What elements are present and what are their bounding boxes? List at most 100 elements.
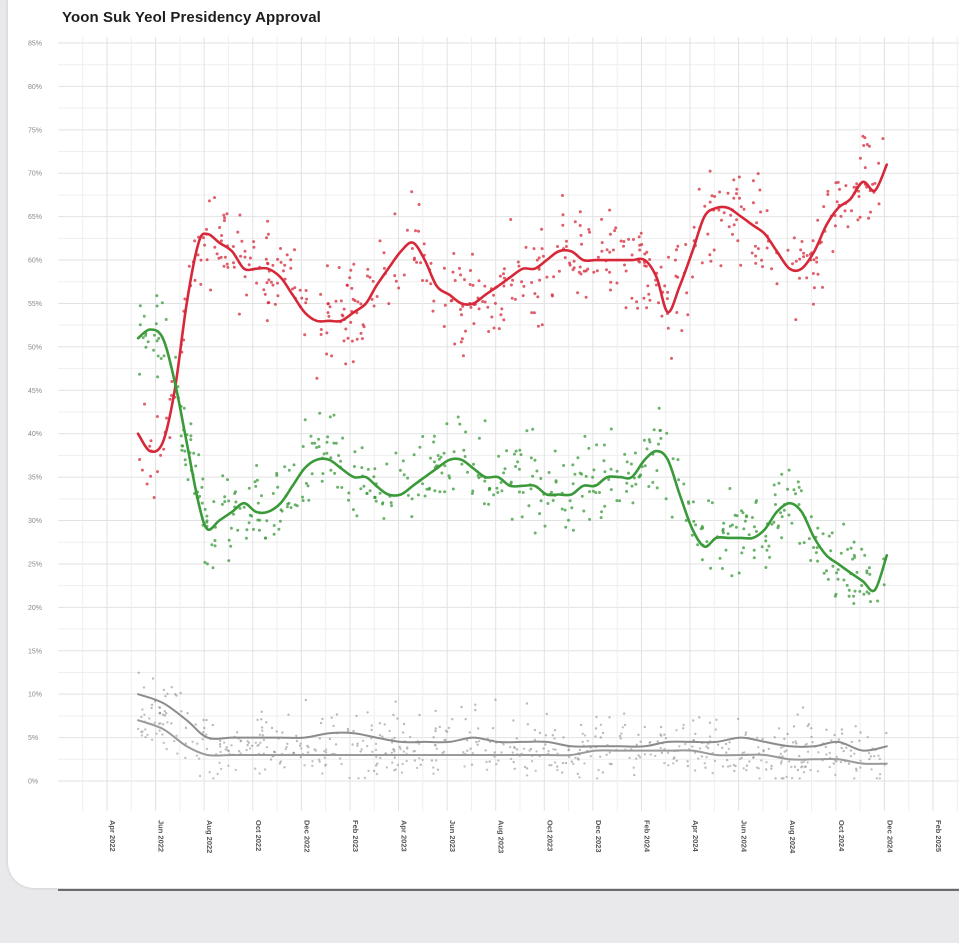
poll-point <box>868 757 871 761</box>
poll-point <box>783 737 786 741</box>
poll-point <box>587 228 591 231</box>
poll-point <box>344 362 348 366</box>
poll-point <box>168 397 172 401</box>
poll-point <box>162 741 165 745</box>
poll-point <box>317 437 321 441</box>
poll-point <box>227 749 230 753</box>
poll-point <box>476 474 480 477</box>
poll-point <box>550 764 553 767</box>
poll-point <box>285 505 289 509</box>
poll-point <box>168 436 172 440</box>
poll-point <box>732 763 736 767</box>
poll-point <box>603 504 607 508</box>
poll-point <box>141 708 144 711</box>
poll-point <box>710 194 714 198</box>
poll-point <box>777 481 781 485</box>
poll-point <box>824 745 827 749</box>
poll-point <box>852 540 856 544</box>
poll-point <box>374 499 378 503</box>
poll-point <box>630 296 634 300</box>
poll-point <box>372 304 376 308</box>
poll-point <box>471 489 475 493</box>
poll-point <box>594 735 597 738</box>
poll-point <box>265 721 268 724</box>
poll-point <box>707 499 711 503</box>
poll-point <box>138 372 142 376</box>
poll-point <box>614 226 618 230</box>
poll-point <box>390 504 393 508</box>
poll-point <box>236 528 240 532</box>
poll-point <box>359 750 362 753</box>
poll-point <box>639 473 643 477</box>
poll-point <box>565 239 568 243</box>
poll-point <box>659 265 663 269</box>
poll-point <box>578 265 582 269</box>
poll-point <box>735 192 738 196</box>
poll-point <box>248 513 252 517</box>
poll-point <box>355 514 359 518</box>
poll-point <box>705 745 708 748</box>
poll-point <box>351 360 355 364</box>
poll-point <box>509 218 513 221</box>
poll-point <box>432 440 436 444</box>
poll-point <box>755 499 758 503</box>
poll-point <box>855 182 859 186</box>
poll-point <box>540 323 544 327</box>
poll-point <box>809 515 813 519</box>
poll-point <box>273 751 277 754</box>
poll-point-group <box>137 706 882 780</box>
poll-point <box>209 288 213 292</box>
poll-point <box>863 166 867 170</box>
poll-point <box>553 737 556 740</box>
poll-point <box>720 218 723 222</box>
poll-point <box>821 532 825 536</box>
poll-point <box>183 297 187 301</box>
poll-point <box>326 435 330 439</box>
poll-point <box>484 749 487 752</box>
poll-point <box>402 273 406 277</box>
poll-point <box>556 765 559 768</box>
poll-point <box>842 522 846 526</box>
poll-point <box>442 451 446 455</box>
poll-point <box>247 521 251 525</box>
poll-point <box>773 736 776 739</box>
poll-point <box>625 460 629 464</box>
poll-point <box>434 729 437 733</box>
poll-point <box>370 728 373 732</box>
poll-point <box>812 546 816 549</box>
poll-point <box>684 519 688 522</box>
poll-point <box>327 314 331 318</box>
poll-point <box>856 218 860 222</box>
poll-point <box>792 236 796 240</box>
poll-point <box>260 726 264 729</box>
poll-point <box>375 755 378 759</box>
poll-point <box>159 453 163 457</box>
poll-point <box>557 269 561 273</box>
poll-point <box>231 245 235 248</box>
poll-point <box>643 725 646 729</box>
poll-point <box>385 462 389 466</box>
poll-point <box>156 375 160 379</box>
poll-point <box>487 488 491 492</box>
poll-point <box>194 464 198 468</box>
poll-point <box>142 314 146 318</box>
poll-point <box>429 282 433 286</box>
poll-point <box>205 514 209 518</box>
poll-point <box>254 767 257 770</box>
poll-point <box>325 331 329 335</box>
poll-point <box>825 753 828 756</box>
poll-point <box>844 184 848 188</box>
poll-point <box>216 772 219 776</box>
poll-point <box>821 285 824 289</box>
poll-point <box>632 766 635 769</box>
poll-point <box>324 763 328 766</box>
poll-point <box>371 750 374 753</box>
poll-point <box>205 227 208 231</box>
poll-point <box>673 258 677 262</box>
poll-point <box>529 747 533 751</box>
y-tick-label: 15% <box>28 648 42 655</box>
poll-point <box>845 583 849 587</box>
poll-point <box>493 751 496 754</box>
poll-point <box>770 764 773 768</box>
poll-point <box>211 566 215 570</box>
